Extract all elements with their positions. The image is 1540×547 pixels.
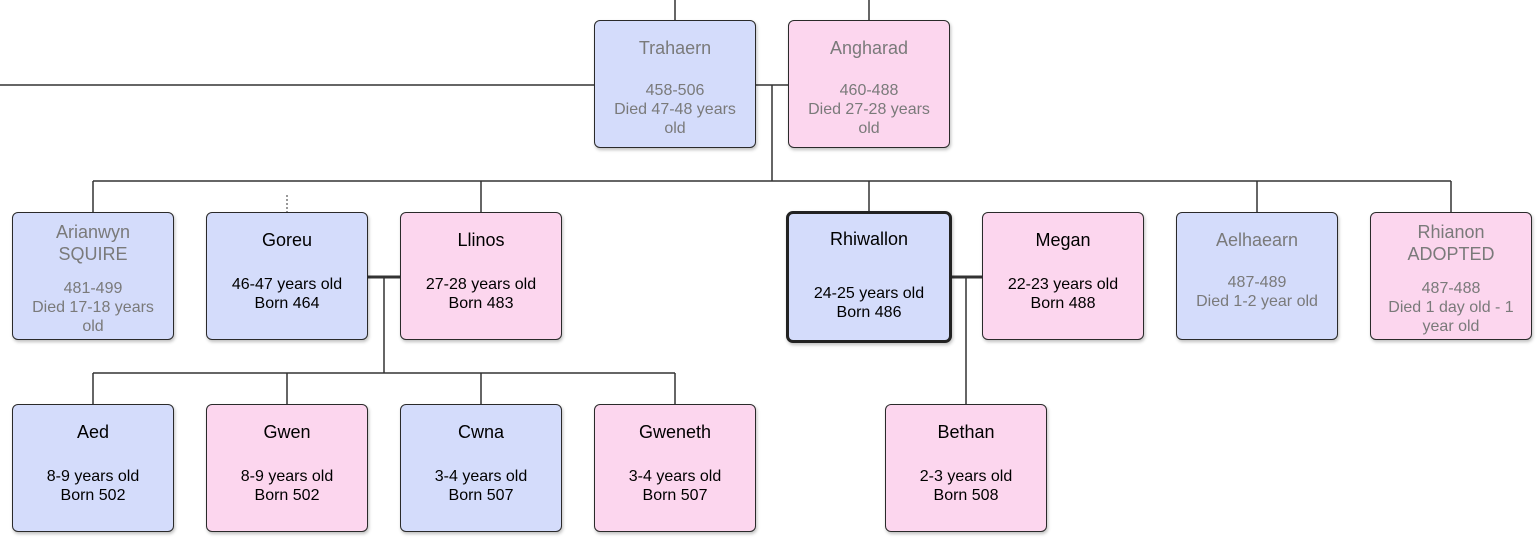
person-details: 46-47 years old Born 464 [215,275,359,313]
person-details: 487-489 Died 1-2 year old [1185,273,1329,311]
person-name-text: Arianwyn [55,222,131,242]
person-card-cwna[interactable]: Cwna 3-4 years old Born 507 [400,404,562,532]
person-name: Aelhaearn [1215,230,1299,250]
person-card-rhiwallon-selected[interactable]: Rhiwallon 24-25 years old Born 486 [786,211,952,343]
person-tag-squire: SQUIRE [58,244,128,264]
person-born: Born 507 [642,487,708,504]
person-details: 458-506 Died 47-48 years old [603,81,747,138]
person-age: 2-3 years old [919,468,1013,485]
person-years: 487-488 [1421,280,1481,297]
person-details: 22-23 years old Born 488 [991,275,1135,313]
person-age: 24-25 years old [813,285,925,302]
person-name: Bethan [937,422,995,442]
person-details: 460-488 Died 27-28 years old [797,81,941,138]
person-details: 2-3 years old Born 508 [894,467,1038,505]
person-name: Goreu [261,230,313,250]
person-years: 487-489 [1227,274,1287,291]
person-card-aed[interactable]: Aed 8-9 years old Born 502 [12,404,174,532]
person-details: 3-4 years old Born 507 [603,467,747,505]
person-name: Gwen [263,422,311,442]
person-name-text: Rhianon [1417,222,1485,242]
person-tag-adopted: ADOPTED [1407,244,1495,264]
person-born: Born 507 [448,487,514,504]
person-card-gweneth[interactable]: Gweneth 3-4 years old Born 507 [594,404,756,532]
person-details: 27-28 years old Born 483 [409,275,553,313]
person-card-arianwyn[interactable]: Arianwyn SQUIRE 481-499 Died 17-18 years… [12,212,174,340]
person-card-angharad[interactable]: Angharad 460-488 Died 27-28 years old [788,20,950,148]
person-age: 8-9 years old [240,468,334,485]
person-age: Died 1-2 year old [1196,293,1318,310]
person-age: Died 27-28 years old [808,101,930,137]
person-age: 46-47 years old [231,276,343,293]
person-card-aelhaearn[interactable]: Aelhaearn 487-489 Died 1-2 year old [1176,212,1338,340]
person-born: Born 483 [448,295,514,312]
person-born: Born 488 [1030,295,1096,312]
person-born: Born 464 [254,295,320,312]
person-details: 3-4 years old Born 507 [409,467,553,505]
person-name: Trahaern [638,38,712,58]
person-name: Megan [1035,230,1091,250]
person-name: Arianwyn SQUIRE [17,221,169,265]
person-card-rhianon[interactable]: Rhianon ADOPTED 487-488 Died 1 day old -… [1370,212,1532,340]
person-details: 24-25 years old Born 486 [797,284,941,322]
person-years: 481-499 [63,280,123,297]
person-details: 8-9 years old Born 502 [21,467,165,505]
person-name: Rhianon ADOPTED [1375,221,1527,265]
person-card-bethan[interactable]: Bethan 2-3 years old Born 508 [885,404,1047,532]
person-name: Aed [76,422,110,442]
person-name: Cwna [457,422,505,442]
person-born: Born 502 [60,487,126,504]
person-born: Born 508 [933,487,999,504]
person-age: Died 17-18 years old [32,299,154,335]
person-card-gwen[interactable]: Gwen 8-9 years old Born 502 [206,404,368,532]
person-card-trahaern[interactable]: Trahaern 458-506 Died 47-48 years old [594,20,756,148]
person-details: 481-499 Died 17-18 years old [21,279,165,336]
person-age: 27-28 years old [425,276,537,293]
person-age: Died 47-48 years old [614,101,736,137]
person-born: Born 486 [836,304,902,321]
person-details: 487-488 Died 1 day old - 1 year old [1379,279,1523,336]
person-age: Died 1 day old - 1 year old [1388,299,1514,335]
person-name: Gweneth [638,422,712,442]
person-age: 22-23 years old [1007,276,1119,293]
person-name: Angharad [829,38,909,58]
person-born: Born 502 [254,487,320,504]
person-card-llinos[interactable]: Llinos 27-28 years old Born 483 [400,212,562,340]
person-age: 8-9 years old [46,468,140,485]
person-name: Llinos [457,230,505,250]
person-card-goreu[interactable]: Goreu 46-47 years old Born 464 [206,212,368,340]
person-years: 460-488 [839,82,899,99]
person-age: 3-4 years old [628,468,722,485]
person-name: Rhiwallon [829,229,909,249]
person-years: 458-506 [645,82,705,99]
person-details: 8-9 years old Born 502 [215,467,359,505]
person-card-megan[interactable]: Megan 22-23 years old Born 488 [982,212,1144,340]
person-age: 3-4 years old [434,468,528,485]
